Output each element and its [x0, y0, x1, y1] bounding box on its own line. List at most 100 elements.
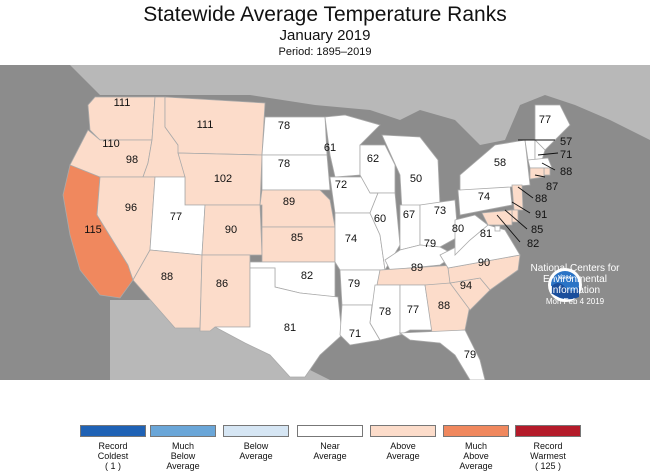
rank-label-ga: 88 [438, 300, 450, 312]
rank-label-wy: 102 [214, 173, 232, 185]
callout-label: 71 [560, 149, 572, 161]
callout-label: 87 [546, 181, 558, 193]
ncei-credit: National Centers for Environmental Infor… [520, 263, 630, 307]
rank-label-ny: 58 [494, 157, 506, 169]
rank-label-al: 77 [407, 304, 419, 316]
rank-label-sc: 94 [460, 280, 472, 292]
rank-label-mn: 61 [324, 142, 336, 154]
legend-label: Much [464, 441, 487, 451]
state-ME [534, 104, 571, 151]
rank-label-nm: 86 [216, 278, 228, 290]
legend-swatch [80, 425, 146, 437]
rank-label-mi: 50 [410, 173, 422, 185]
ncei-line3: Information [549, 285, 601, 296]
callout-label: 88 [535, 193, 547, 205]
state-DC [494, 225, 501, 232]
rank-label-ar: 79 [348, 278, 360, 290]
rank-labels: 111 110 115 98 96 111 102 77 90 88 86 78 78 89 85 82 81 6… [84, 97, 551, 361]
state-ND [261, 116, 328, 156]
rank-label-nd: 78 [278, 120, 290, 132]
callout-line-de [511, 201, 531, 214]
rank-label-ky: 79 [424, 238, 436, 250]
state-AZ [132, 249, 203, 329]
rank-label-co: 90 [225, 224, 237, 236]
rank-label-me: 77 [539, 114, 551, 126]
state-IL [369, 192, 401, 272]
legend-sub2: Average [166, 461, 200, 471]
legend-sub2: Average [459, 461, 493, 471]
state-NY [459, 139, 531, 191]
rank-label-ks: 85 [291, 232, 303, 244]
map-period: Period: 1895–2019 [278, 46, 372, 58]
rank-label-mt: 111 [197, 119, 214, 131]
us-map: 111 110 115 98 96 111 102 77 90 88 86 78 78 89 85 82 81 6… [0, 65, 650, 380]
legend-item-above: Above Average [368, 425, 438, 461]
rank-label-nc: 90 [478, 257, 490, 269]
legend-label: Record [533, 441, 563, 451]
rank-label-la: 71 [349, 328, 361, 340]
callout-label: 91 [535, 209, 547, 221]
noaa-logo: NOAA [548, 268, 582, 302]
legend-label: Below [243, 441, 269, 451]
legend-item-record-warmest: Record Warmest ( 125 ) [513, 425, 583, 471]
callout-line-md [504, 209, 528, 230]
rank-label-va: 81 [480, 228, 492, 240]
state-GA [424, 282, 471, 334]
noaa-logo-text: NOAA [558, 275, 573, 281]
rank-label-oh: 73 [434, 205, 446, 217]
canada-region [70, 65, 650, 145]
state-NJ [511, 184, 524, 211]
rank-label-mo: 74 [345, 233, 357, 245]
rank-label-tx: 81 [284, 322, 296, 334]
callout-line-nj [517, 186, 534, 199]
legend-sub1: Average [313, 451, 347, 461]
legend-label: Near [320, 441, 340, 451]
rank-label-id: 98 [126, 154, 138, 166]
legend-swatch [223, 425, 289, 437]
legend-swatch [150, 425, 216, 437]
rank-label-sd: 78 [278, 158, 290, 170]
legend-item-much-above: Much Above Average [441, 425, 511, 471]
callout-lines [496, 139, 559, 243]
legend-swatch [297, 425, 363, 437]
state-CT [529, 167, 545, 180]
ncei-line2: Environmental [543, 274, 607, 285]
state-FL [398, 329, 486, 380]
ncei-date: Mon Feb 4 2019 [545, 297, 605, 306]
rank-label-il: 60 [374, 213, 386, 225]
state-MD [481, 209, 513, 226]
rank-label-or: 110 [102, 138, 120, 150]
ncei-line1: National Centers for [530, 263, 620, 274]
legend-item-near: Near Average [295, 425, 365, 461]
legend: Record Coldest ( 1 ) Much Below Average … [0, 425, 650, 475]
callout-label: 85 [531, 224, 543, 236]
rank-label-nv: 96 [125, 202, 137, 214]
state-AL [399, 284, 433, 336]
map-title: Statewide Average Temperature Ranks [143, 3, 507, 26]
state-OH [419, 199, 459, 248]
state-MT [164, 96, 266, 156]
rank-label-az: 88 [161, 271, 173, 283]
legend-label: Record [98, 441, 128, 451]
legend-sub1: Warmest [530, 451, 566, 461]
legend-sub1: Above [463, 451, 489, 461]
state-TX [214, 267, 343, 378]
callout-label: 88 [560, 166, 572, 178]
rank-label-ms: 78 [379, 306, 391, 318]
title-block: Statewide Average Temperature Ranks Janu… [0, 2, 650, 60]
state-MS [369, 284, 401, 341]
rank-label-ok: 82 [301, 270, 313, 282]
legend-label: Much [171, 441, 194, 451]
rank-label-ca: 115 [84, 224, 102, 236]
rank-label-in: 67 [403, 209, 415, 221]
state-NE [259, 189, 336, 228]
state-SD [261, 154, 331, 191]
rank-label-ne: 89 [283, 196, 295, 208]
rank-label-wa: 111 [114, 97, 131, 109]
state-WV [454, 214, 489, 256]
callout-label: 57 [560, 136, 572, 148]
legend-item-below: Below Average [221, 425, 291, 461]
legend-sub1: Coldest [97, 451, 129, 461]
legend-sub1: Average [239, 451, 273, 461]
